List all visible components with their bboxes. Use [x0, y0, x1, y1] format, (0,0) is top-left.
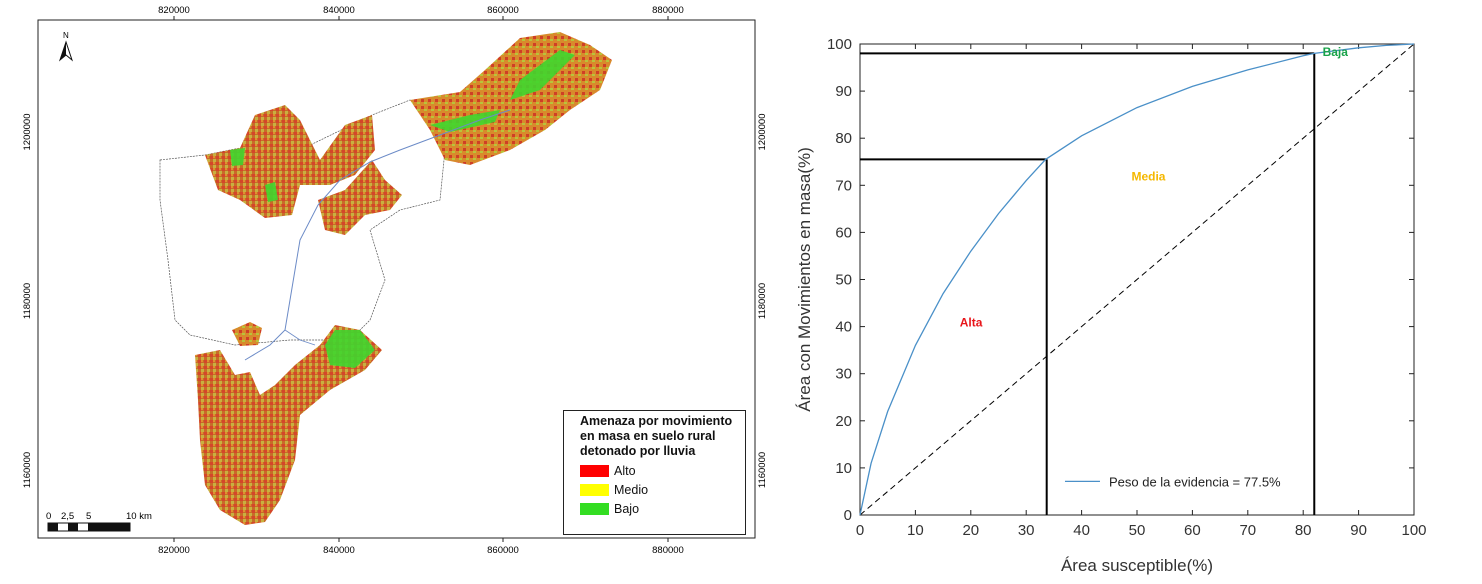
north-label: N — [63, 31, 69, 40]
legend-item: Alto — [580, 464, 745, 478]
series-line — [859, 43, 1415, 516]
legend-label: Medio — [614, 483, 649, 497]
hazard-region-small — [232, 322, 262, 346]
map-left-tick: 1160000 — [22, 452, 33, 488]
x-tick-label: 100 — [1401, 522, 1426, 539]
y-tick-label: 50 — [835, 272, 852, 289]
legend-label: Alto — [614, 464, 636, 478]
map-legend: Amenaza por movimiento en masa en suelo … — [563, 410, 746, 535]
y-tick-label: 10 — [835, 460, 852, 477]
chart-panel: 0 10 20 30 40 50 60 70 80 90 100 0 10 20 30 40 50 60 70 80 9… — [780, 0, 1480, 579]
river — [284, 329, 316, 346]
legend-swatch-bajo — [580, 503, 609, 515]
x-tick-label: 70 — [1239, 522, 1256, 539]
map-panel: 820000 840000 860000 880000 820000 84000… — [22, 5, 768, 556]
x-tick-label: 90 — [1350, 522, 1367, 539]
scale-label: 5 — [86, 511, 91, 522]
y-tick-label: 0 — [844, 507, 852, 524]
x-tick-label: 0 — [856, 522, 864, 539]
map-top-tick: 820000 — [158, 5, 190, 16]
success-rate-chart: 0 10 20 30 40 50 60 70 80 90 100 0 10 20 30 40 50 60 70 80 9… — [795, 36, 1427, 575]
scale-label: 2,5 — [61, 511, 74, 522]
region-annotation: Media — [1131, 170, 1165, 184]
map-right-tick: 1200000 — [757, 114, 768, 151]
y-tick-label: 80 — [835, 130, 852, 147]
chart-legend — [1060, 470, 1311, 495]
map-bottom-tick: 880000 — [652, 545, 684, 556]
map-top-tick: 880000 — [652, 5, 684, 16]
y-tick-label: 100 — [827, 36, 852, 53]
map-right-tick: 1160000 — [757, 452, 768, 488]
map-top-tick: 840000 — [323, 5, 355, 16]
scale-bar — [47, 522, 131, 532]
legend-item: Medio — [580, 483, 745, 497]
legend-swatch-medio — [580, 484, 609, 496]
map-top-tick: 860000 — [487, 5, 519, 16]
legend-label: Peso de la evidencia = 77.5% — [1109, 474, 1281, 489]
x-tick-label: 10 — [907, 522, 924, 539]
hazard-region-north-west — [205, 105, 375, 218]
legend-swatch-alto — [580, 465, 609, 477]
map-bottom-tick: 820000 — [158, 545, 190, 556]
x-tick-label: 50 — [1129, 522, 1146, 539]
x-tick-label: 60 — [1184, 522, 1201, 539]
map-right-tick: 1180000 — [757, 283, 768, 319]
map-left-tick: 1180000 — [22, 283, 33, 319]
x-axis-label: Área susceptible(%) — [1061, 556, 1213, 575]
legend-item: Bajo — [580, 502, 745, 516]
y-tick-label: 70 — [835, 177, 852, 194]
scale-label: 0 — [46, 511, 51, 522]
map-left-tick: 1200000 — [22, 114, 33, 151]
hazard-region-central — [318, 160, 402, 235]
map-bottom-tick: 840000 — [323, 545, 355, 556]
hazard-region-south — [195, 325, 382, 525]
x-tick-label: 20 — [962, 522, 979, 539]
x-tick-label: 30 — [1018, 522, 1035, 539]
x-tick-label: 40 — [1073, 522, 1090, 539]
y-tick-label: 40 — [835, 319, 852, 336]
legend-label: Bajo — [614, 502, 640, 516]
y-tick-label: 20 — [835, 413, 852, 430]
region-annotation: Baja — [1323, 45, 1349, 59]
y-tick-label: 60 — [835, 224, 852, 241]
y-tick-label: 30 — [835, 366, 852, 383]
legend-title: Amenaza por movimiento en masa en suelo … — [580, 414, 733, 458]
y-axis-label: Área con Movimientos en masa(%) — [795, 147, 814, 412]
hazard-map: 820000 840000 860000 880000 820000 84000… — [22, 5, 768, 556]
y-tick-label: 90 — [835, 83, 852, 100]
region-annotation: Alta — [960, 316, 983, 330]
reference-diagonal-line — [859, 43, 1415, 516]
map-bottom-tick: 860000 — [487, 545, 519, 556]
scale-label: 10 km — [126, 511, 152, 522]
x-tick-label: 80 — [1295, 522, 1312, 539]
